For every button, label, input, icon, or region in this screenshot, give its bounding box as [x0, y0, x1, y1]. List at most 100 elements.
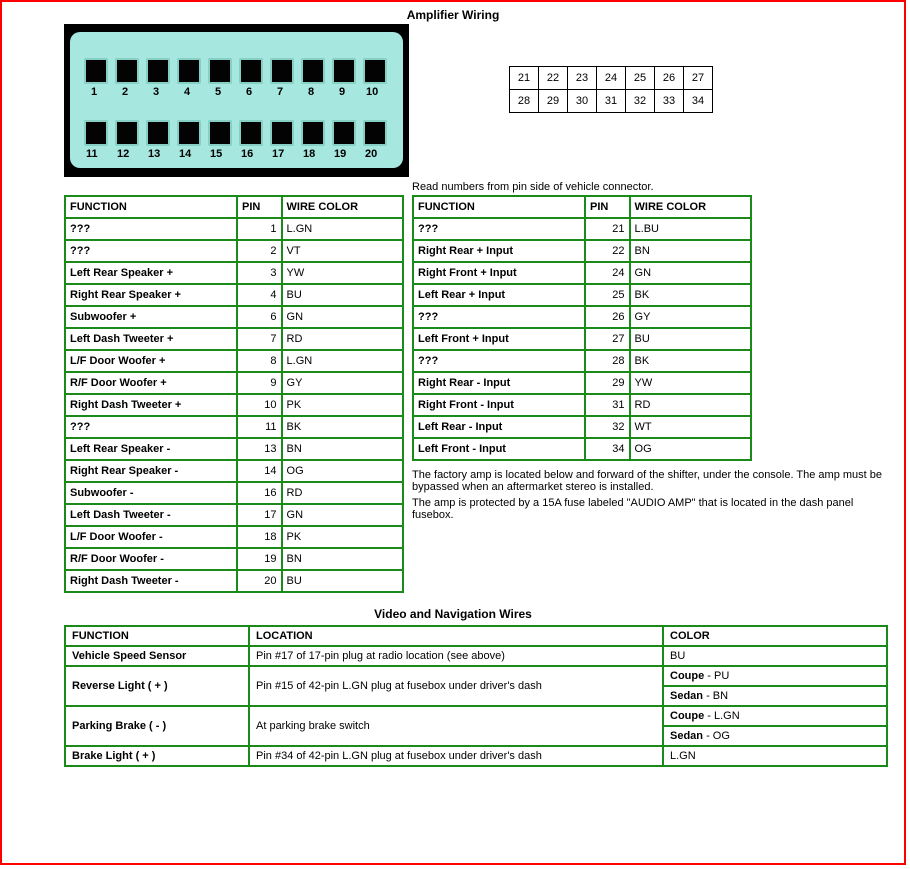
cell-wirecolor: PK [282, 394, 403, 416]
table-row: Left Rear Speaker -13BN [65, 438, 403, 460]
diagram-cell: 31 [597, 90, 626, 113]
right-pin-table: FUNCTION PIN WIRE COLOR ???21L.BURight R… [412, 195, 752, 461]
note-1: The factory amp is located below and for… [412, 469, 892, 493]
cell-function: Right Dash Tweeter - [65, 570, 237, 592]
diagram-cell: 23 [568, 67, 597, 90]
cell-function: Right Dash Tweeter + [65, 394, 237, 416]
cell-pin: 1 [237, 218, 282, 240]
cell-pin: 17 [237, 504, 282, 526]
cell-pin: 22 [585, 240, 630, 262]
cell-function: Right Front - Input [413, 394, 585, 416]
cell-pin: 14 [237, 460, 282, 482]
cell-wirecolor: RD [282, 328, 403, 350]
diagram-cell: 22 [539, 67, 568, 90]
cell-function: ??? [413, 306, 585, 328]
table-row: ???2VT [65, 240, 403, 262]
cell-wirecolor: BN [282, 438, 403, 460]
cell-function: Right Rear - Input [413, 372, 585, 394]
cell-pin: 25 [585, 284, 630, 306]
diagram-cell: 30 [568, 90, 597, 113]
cell-function: Left Dash Tweeter - [65, 504, 237, 526]
cell-wirecolor: PK [282, 526, 403, 548]
cell-function: ??? [65, 416, 237, 438]
table-row: Right Rear + Input22BN [413, 240, 751, 262]
cell-wirecolor: BK [282, 416, 403, 438]
table-row: Left Dash Tweeter +7RD [65, 328, 403, 350]
table-row: Subwoofer +6GN [65, 306, 403, 328]
top-images-row: 1234567891011121314151617181920 21222324… [2, 24, 904, 177]
connector-photo: 1234567891011121314151617181920 [64, 24, 409, 177]
cell-function: Parking Brake ( - ) [65, 706, 249, 746]
page-frame: Amplifier Wiring 12345678910111213141516… [0, 0, 906, 865]
cell-function: Vehicle Speed Sensor [65, 646, 249, 666]
cell-pin: 18 [237, 526, 282, 548]
diagram-cell: 25 [626, 67, 655, 90]
table-row: R/F Door Woofer +9GY [65, 372, 403, 394]
cell-wirecolor: GY [630, 306, 751, 328]
cell-function: Left Rear + Input [413, 284, 585, 306]
table-row: Right Dash Tweeter -20BU [65, 570, 403, 592]
cell-wirecolor: L.GN [282, 350, 403, 372]
cell-pin: 3 [237, 262, 282, 284]
cell-function: R/F Door Woofer - [65, 548, 237, 570]
cell-function: Right Rear + Input [413, 240, 585, 262]
cell-function: ??? [413, 350, 585, 372]
cell-pin: 13 [237, 438, 282, 460]
cell-wirecolor: RD [282, 482, 403, 504]
table-row: ???21L.BU [413, 218, 751, 240]
table-row: R/F Door Woofer -19BN [65, 548, 403, 570]
cell-pin: 21 [585, 218, 630, 240]
cell-function: Right Rear Speaker + [65, 284, 237, 306]
table-row: Left Front + Input27BU [413, 328, 751, 350]
cell-wirecolor: BK [630, 284, 751, 306]
th-wirecolor: WIRE COLOR [630, 196, 751, 218]
cell-pin: 11 [237, 416, 282, 438]
diagram-cell: 26 [655, 67, 684, 90]
pin-tables-row: FUNCTION PIN WIRE COLOR ???1L.GN???2VTLe… [2, 195, 904, 593]
cell-pin: 4 [237, 284, 282, 306]
diagram-cell: 34 [684, 90, 713, 113]
th-location: LOCATION [249, 626, 663, 646]
cell-function: Left Dash Tweeter + [65, 328, 237, 350]
cell-wirecolor: WT [630, 416, 751, 438]
cell-function: Left Rear Speaker + [65, 262, 237, 284]
table-row: Left Rear + Input25BK [413, 284, 751, 306]
cell-function: Subwoofer + [65, 306, 237, 328]
diagram-cell: 27 [684, 67, 713, 90]
diagram-cell: 29 [539, 90, 568, 113]
table-row: Left Dash Tweeter -17GN [65, 504, 403, 526]
cell-function: Left Rear Speaker - [65, 438, 237, 460]
table-row: Right Dash Tweeter +10PK [65, 394, 403, 416]
cell-wirecolor: BN [282, 548, 403, 570]
table-row: Right Rear Speaker +4BU [65, 284, 403, 306]
cell-wirecolor: BK [630, 350, 751, 372]
pin-diagram: 21222324252627 28293031323334 [509, 66, 713, 113]
cell-wirecolor: OG [282, 460, 403, 482]
cell-pin: 34 [585, 438, 630, 460]
cell-wirecolor: GN [282, 504, 403, 526]
note-2: The amp is protected by a 15A fuse label… [412, 497, 892, 521]
cell-pin: 24 [585, 262, 630, 284]
cell-location: At parking brake switch [249, 706, 663, 746]
cell-function: Subwoofer - [65, 482, 237, 504]
pin-diagram-table: 21222324252627 28293031323334 [509, 66, 713, 113]
cell-pin: 10 [237, 394, 282, 416]
table-row: Right Rear - Input29YW [413, 372, 751, 394]
cell-pin: 31 [585, 394, 630, 416]
table-row: Right Front + Input24GN [413, 262, 751, 284]
left-pin-table: FUNCTION PIN WIRE COLOR ???1L.GN???2VTLe… [64, 195, 404, 593]
cell-pin: 27 [585, 328, 630, 350]
th-pin: PIN [237, 196, 282, 218]
cell-wirecolor: GY [282, 372, 403, 394]
cell-location: Pin #15 of 42-pin L.GN plug at fusebox u… [249, 666, 663, 706]
cell-function: L/F Door Woofer + [65, 350, 237, 372]
cell-pin: 32 [585, 416, 630, 438]
cell-pin: 2 [237, 240, 282, 262]
cell-pin: 6 [237, 306, 282, 328]
cell-pin: 7 [237, 328, 282, 350]
read-note: Read numbers from pin side of vehicle co… [2, 177, 904, 195]
cell-color: Coupe - PU [663, 666, 887, 686]
cell-wirecolor: YW [282, 262, 403, 284]
th-function: FUNCTION [413, 196, 585, 218]
cell-wirecolor: BU [282, 284, 403, 306]
